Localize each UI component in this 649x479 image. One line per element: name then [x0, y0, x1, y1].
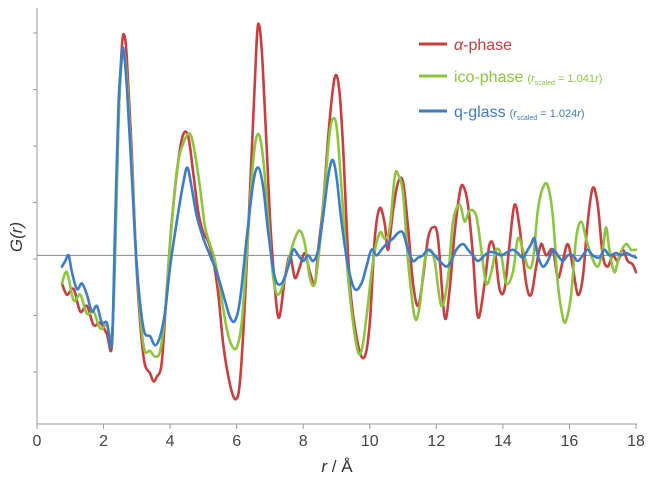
legend-label-ico: ico-phase (rscaled = 1.041r) — [454, 69, 602, 87]
series-line-qglass — [60, 46, 638, 349]
series-group — [60, 22, 638, 401]
x-tick-label: 10 — [361, 433, 379, 450]
legend-label-qglass: q-glass (rscaled = 1.024r) — [454, 104, 585, 122]
x-tick-label: 16 — [561, 433, 579, 450]
legend: α-phase ico-phase (rscaled = 1.041r) q-gl… — [419, 37, 602, 122]
x-tick-label: 8 — [299, 433, 308, 450]
x-tick-label: 2 — [99, 433, 108, 450]
x-axis-title: r / Å — [321, 457, 353, 476]
legend-item-qglass: q-glass (rscaled = 1.024r) — [419, 104, 585, 122]
x-tick-labels: 0 2 4 6 8 10 12 14 16 18 — [33, 424, 645, 450]
x-tick-label: 12 — [427, 433, 445, 450]
legend-item-alpha: α-phase — [419, 37, 512, 54]
x-tick-label: 0 — [33, 433, 42, 450]
x-tick-label: 18 — [627, 433, 645, 450]
series-line-ico — [60, 48, 638, 359]
legend-item-ico: ico-phase (rscaled = 1.041r) — [419, 69, 602, 87]
x-tick-label: 4 — [166, 433, 175, 450]
legend-label-alpha: α-phase — [454, 37, 512, 54]
x-tick-label: 6 — [232, 433, 241, 450]
y-axis-title: G(r) — [7, 222, 26, 252]
axes — [33, 8, 637, 425]
x-tick-label: 14 — [494, 433, 512, 450]
